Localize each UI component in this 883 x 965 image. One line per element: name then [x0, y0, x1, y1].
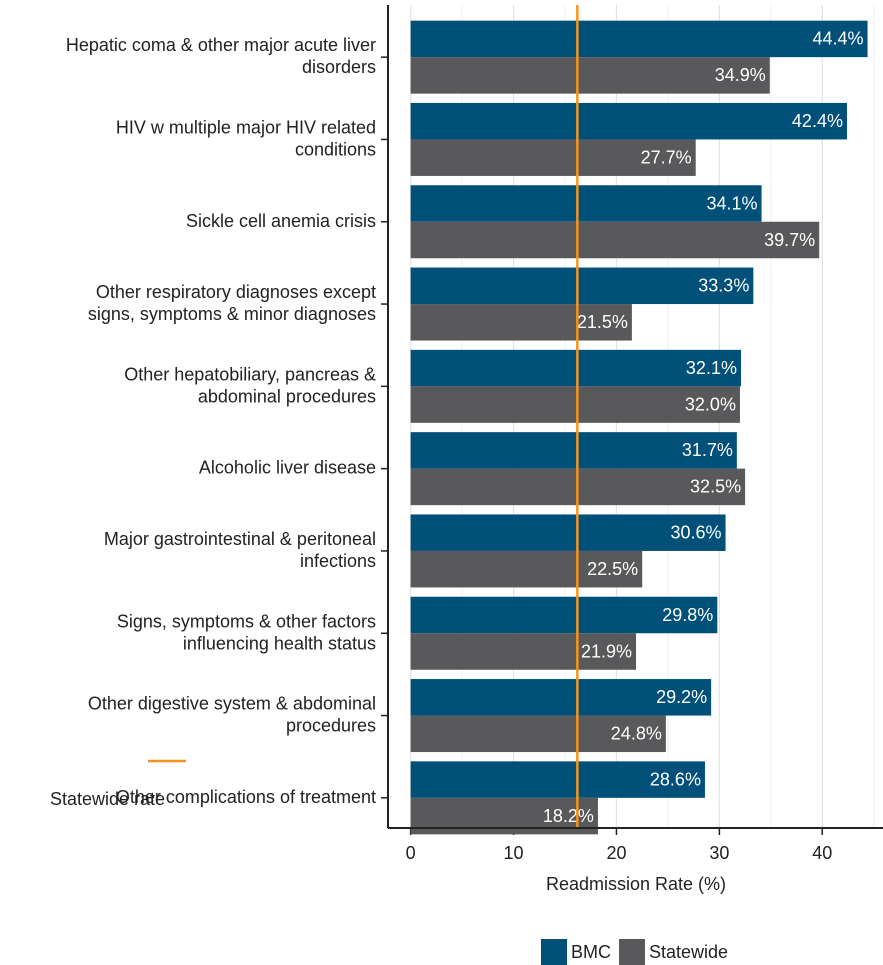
bar-value-label: 32.0%	[685, 394, 736, 414]
y-tick-label-line: influencing health status	[183, 633, 376, 653]
bar-value-label: 44.4%	[813, 29, 864, 49]
bar	[410, 304, 632, 341]
x-tick-label: 30	[709, 843, 729, 863]
y-tick-label-line: signs, symptoms & minor diagnoses	[88, 304, 376, 324]
y-tick-label: Sickle cell anemia crisis	[186, 211, 376, 231]
y-tick-label-line: disorders	[302, 57, 376, 77]
bar	[410, 185, 762, 222]
bar-value-label: 32.5%	[690, 477, 741, 497]
bar-value-label: 39.7%	[764, 230, 815, 250]
y-tick-label-line: Other digestive system & abdominal	[88, 693, 376, 713]
bar-value-label: 18.2%	[543, 806, 594, 826]
y-tick-label-line: conditions	[295, 139, 376, 159]
bar	[410, 386, 740, 423]
bar-value-label: 29.2%	[656, 687, 707, 707]
bar	[410, 57, 770, 94]
bar-value-label: 21.5%	[577, 312, 628, 332]
bar-value-label: 32.1%	[686, 358, 737, 378]
bar-value-label: 30.6%	[670, 522, 721, 542]
y-tick-label: Major gastrointestinal & peritoneal infec…	[104, 529, 376, 571]
y-tick-label: Other hepatobiliary, pancreas & abdominal…	[124, 364, 376, 406]
bar-value-label: 22.5%	[587, 559, 638, 579]
bar-value-label: 21.9%	[581, 641, 632, 661]
bar	[410, 761, 705, 798]
reference-legend-label: Statewide rate	[50, 789, 165, 809]
bar	[410, 514, 726, 551]
y-tick-label-line: Alcoholic liver disease	[199, 457, 376, 477]
legend-label: BMC	[571, 942, 611, 962]
x-tick-label: 40	[812, 843, 832, 863]
bar-value-label: 29.8%	[662, 605, 713, 625]
x-axis-title: Readmission Rate (%)	[546, 874, 726, 894]
bar	[410, 221, 820, 259]
y-tick-label-line: HIV w multiple major HIV related	[116, 117, 376, 137]
bar-value-label: 42.4%	[792, 111, 843, 131]
bar	[410, 20, 868, 58]
y-tick-label: HIV w multiple major HIV related conditio…	[116, 117, 376, 159]
bar-value-label: 34.9%	[715, 65, 766, 85]
y-tick-label-line: Other complications of treatment	[116, 787, 376, 807]
bar	[410, 679, 712, 716]
y-tick-label-line: procedures	[286, 715, 376, 735]
bar	[410, 596, 718, 634]
y-tick-label: Other complications of treatment	[116, 787, 376, 807]
bar	[410, 102, 847, 140]
y-tick-label-line: Hepatic coma & other major acute liver	[66, 35, 376, 55]
x-tick-label: 0	[406, 843, 416, 863]
bar-value-label: 27.7%	[641, 147, 692, 167]
x-tick-label: 20	[606, 843, 626, 863]
bar	[410, 267, 754, 305]
y-tick-label-line: infections	[300, 551, 376, 571]
legend-swatch	[619, 939, 645, 965]
x-tick-label: 10	[504, 843, 524, 863]
y-tick-label-line: Other hepatobiliary, pancreas &	[124, 364, 376, 384]
legend-label: Statewide	[649, 942, 728, 962]
bar-value-label: 33.3%	[698, 276, 749, 296]
y-tick-label-line: Sickle cell anemia crisis	[186, 211, 376, 231]
y-tick-label-line: Signs, symptoms & other factors	[117, 611, 376, 631]
legend-swatch	[541, 939, 567, 965]
bar-value-label: 24.8%	[611, 724, 662, 744]
bar	[410, 550, 643, 588]
bar-value-label: 34.1%	[707, 193, 758, 213]
y-tick-label-line: Other respiratory diagnoses except	[96, 282, 376, 302]
y-tick-label-line: abdominal procedures	[198, 386, 376, 406]
bar	[410, 349, 741, 387]
bar-value-label: 31.7%	[682, 440, 733, 460]
y-tick-label: Alcoholic liver disease	[199, 457, 376, 477]
bar-value-label: 28.6%	[650, 769, 701, 789]
y-tick-label: Other respiratory diagnoses except signs,…	[88, 282, 376, 324]
y-tick-label: Other digestive system & abdominal proced…	[88, 693, 376, 735]
bar	[410, 432, 737, 469]
bar	[410, 633, 637, 670]
bar	[410, 139, 696, 176]
y-tick-label-line: Major gastrointestinal & peritoneal	[104, 529, 376, 549]
bar	[410, 715, 666, 753]
y-tick-label: Signs, symptoms & other factors influenci…	[117, 611, 376, 653]
y-tick-label: Hepatic coma & other major acute liver di…	[66, 35, 376, 77]
